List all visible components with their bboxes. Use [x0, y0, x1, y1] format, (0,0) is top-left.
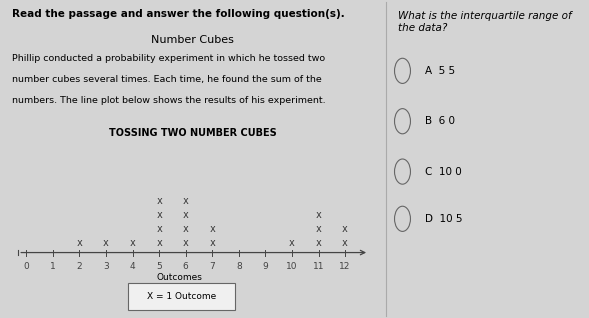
- Text: 10: 10: [286, 262, 297, 271]
- Text: x: x: [316, 238, 322, 248]
- Text: 3: 3: [103, 262, 109, 271]
- Text: A  5 5: A 5 5: [425, 66, 455, 76]
- Text: 5: 5: [156, 262, 162, 271]
- Text: 4: 4: [130, 262, 135, 271]
- Text: x: x: [130, 238, 135, 248]
- Text: B  6 0: B 6 0: [425, 116, 455, 126]
- FancyBboxPatch shape: [128, 283, 234, 310]
- Text: 1: 1: [50, 262, 56, 271]
- Text: x: x: [183, 196, 188, 206]
- Text: x: x: [316, 224, 322, 234]
- Text: x: x: [156, 224, 162, 234]
- Text: x: x: [156, 238, 162, 248]
- Text: 2: 2: [77, 262, 82, 271]
- Text: Phillip conducted a probability experiment in which he tossed two: Phillip conducted a probability experime…: [12, 53, 326, 63]
- Text: x: x: [183, 238, 188, 248]
- Text: x: x: [342, 224, 348, 234]
- Text: x: x: [183, 224, 188, 234]
- Text: 9: 9: [263, 262, 268, 271]
- Text: 7: 7: [209, 262, 215, 271]
- Text: x: x: [289, 238, 295, 248]
- Text: TOSSING TWO NUMBER CUBES: TOSSING TWO NUMBER CUBES: [109, 128, 277, 137]
- Text: number cubes several times. Each time, he found the sum of the: number cubes several times. Each time, h…: [12, 75, 322, 84]
- Text: x: x: [156, 210, 162, 220]
- Text: Read the passage and answer the following question(s).: Read the passage and answer the followin…: [12, 10, 345, 19]
- Text: x: x: [156, 196, 162, 206]
- Text: 11: 11: [313, 262, 325, 271]
- Text: C  10 0: C 10 0: [425, 167, 462, 176]
- Text: numbers. The line plot below shows the results of his experiment.: numbers. The line plot below shows the r…: [12, 96, 326, 105]
- Text: 6: 6: [183, 262, 188, 271]
- Text: X = 1 Outcome: X = 1 Outcome: [147, 292, 216, 301]
- Text: D  10 5: D 10 5: [425, 214, 463, 224]
- Text: Number Cubes: Number Cubes: [151, 35, 234, 45]
- Text: x: x: [77, 238, 82, 248]
- Text: x: x: [209, 224, 215, 234]
- Text: Outcomes: Outcomes: [157, 273, 203, 282]
- Text: 8: 8: [236, 262, 241, 271]
- Text: x: x: [103, 238, 109, 248]
- Text: 0: 0: [24, 262, 29, 271]
- Text: x: x: [316, 210, 322, 220]
- Text: 12: 12: [339, 262, 351, 271]
- Text: x: x: [209, 238, 215, 248]
- Text: x: x: [183, 210, 188, 220]
- Text: What is the interquartile range of the data?: What is the interquartile range of the d…: [398, 11, 571, 33]
- Text: x: x: [342, 238, 348, 248]
